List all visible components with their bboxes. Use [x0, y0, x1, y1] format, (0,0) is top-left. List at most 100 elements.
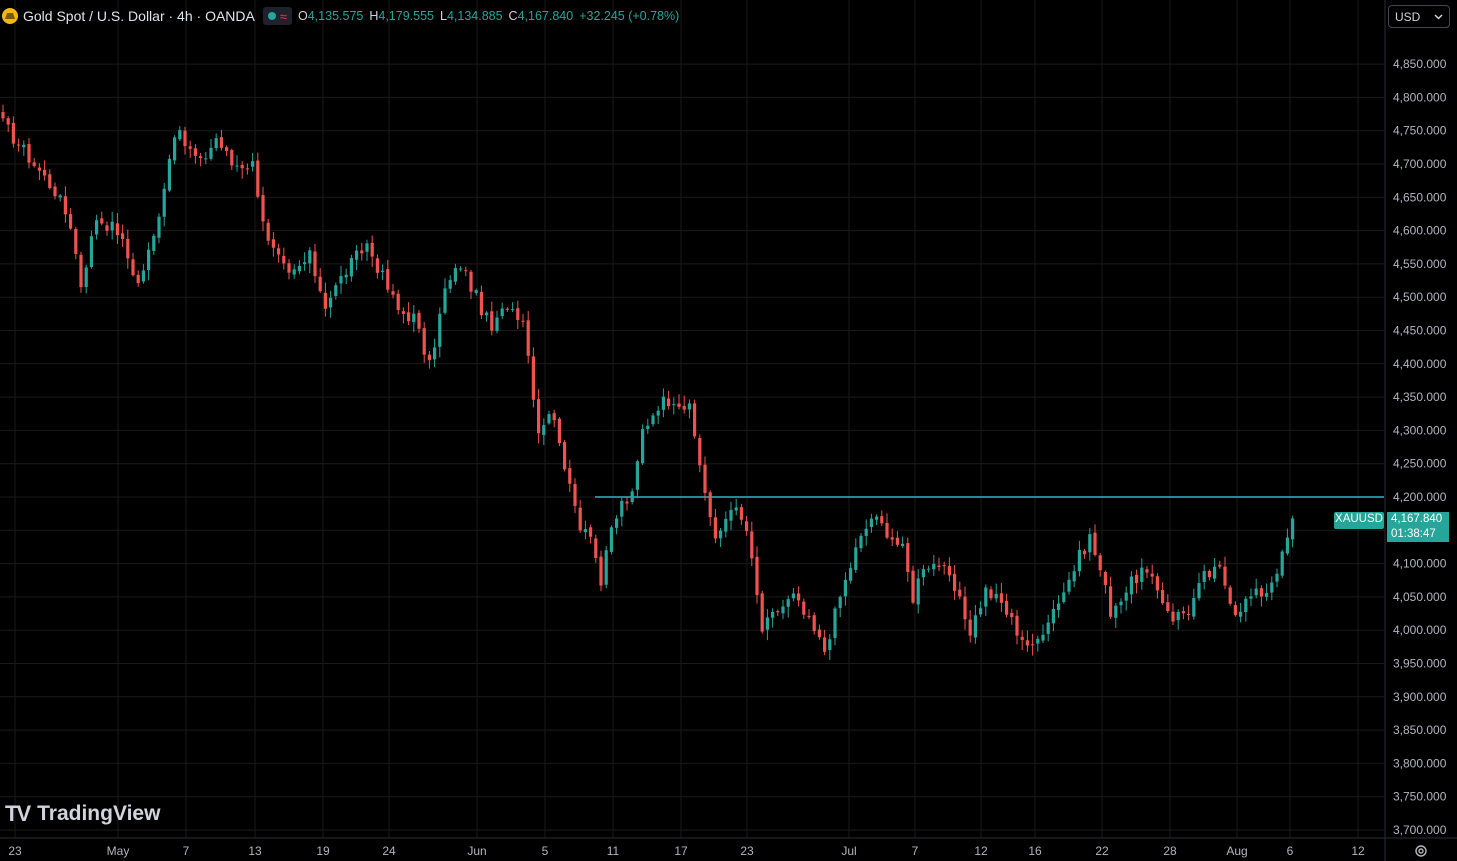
ohlc-close: C4,167.840: [508, 9, 574, 23]
candle-body: [859, 535, 863, 549]
candle-body: [27, 143, 31, 163]
x-tick-label: 17: [674, 844, 688, 858]
approximate-icon: ≈: [279, 8, 287, 24]
x-tick-label: 16: [1028, 844, 1042, 858]
y-tick-label: 3,700.000: [1393, 823, 1447, 837]
candle-body: [1109, 586, 1113, 617]
candle-body: [786, 599, 790, 607]
candle-body: [849, 568, 853, 581]
candle-body: [942, 565, 946, 567]
candle-body: [381, 270, 385, 273]
candle-body: [635, 461, 639, 490]
candle-body: [157, 216, 161, 238]
candle-body: [609, 527, 613, 552]
candle-body: [869, 518, 873, 527]
candle-body: [448, 280, 452, 289]
candle-body: [531, 356, 535, 400]
candle-body: [677, 403, 681, 407]
candle-body: [412, 313, 416, 323]
candle-body: [999, 593, 1003, 603]
y-tick-label: 4,450.000: [1393, 324, 1447, 338]
candle-body: [505, 308, 509, 310]
y-tick-label: 4,400.000: [1393, 357, 1447, 371]
candle-body: [277, 248, 281, 255]
candle-body: [1228, 587, 1232, 604]
candle-body: [126, 238, 130, 259]
symbol-title[interactable]: Gold Spot / U.S. Dollar · 4h · OANDA: [23, 8, 255, 24]
candle-body: [594, 538, 598, 558]
candle-body: [563, 442, 567, 470]
candle-body: [500, 308, 504, 317]
candle-body: [349, 257, 353, 277]
gear-icon[interactable]: [1413, 843, 1429, 859]
candle-body: [620, 500, 624, 517]
candle-body: [17, 144, 21, 146]
x-tick-label: 22: [1095, 844, 1109, 858]
candle-body: [604, 550, 608, 585]
candle-body: [225, 147, 229, 151]
candle-body: [422, 328, 426, 355]
candle-body: [1046, 622, 1050, 634]
candle-body: [58, 195, 62, 198]
candle-body: [542, 425, 546, 436]
candle-body: [417, 312, 421, 329]
candle-body: [1171, 611, 1175, 622]
candle-body: [1176, 611, 1180, 621]
candle-body: [625, 501, 629, 504]
candle-body: [318, 276, 322, 292]
candle-body: [552, 413, 556, 421]
market-status[interactable]: ≈: [262, 7, 292, 25]
candle-body: [864, 528, 868, 536]
currency-selector[interactable]: USD: [1388, 5, 1450, 28]
candle-body: [906, 543, 910, 572]
x-tick-label: 19: [316, 844, 330, 858]
candle-body: [313, 251, 317, 277]
tradingview-logo[interactable]: TV TradingView: [5, 801, 160, 827]
price-change: +32.245 (+0.78%): [579, 9, 680, 23]
candle-body: [141, 270, 145, 282]
candle-body: [656, 410, 660, 416]
candle-body: [984, 587, 988, 607]
y-tick-label: 4,700.000: [1393, 157, 1447, 171]
candle-body: [719, 530, 723, 539]
candle-body: [750, 531, 754, 559]
candle-body: [1249, 596, 1253, 599]
candle-body: [1244, 598, 1248, 613]
candle-body: [713, 517, 717, 539]
candle-body: [245, 168, 249, 170]
candle-body: [724, 518, 728, 532]
candle-body: [121, 233, 125, 240]
candle-body: [433, 347, 437, 360]
bar-countdown: 01:38:47: [1391, 528, 1436, 540]
candle-body: [599, 556, 603, 586]
x-tick-label: 23: [740, 844, 754, 858]
candle-body: [573, 484, 577, 506]
candle-body: [1067, 579, 1071, 592]
candle-body: [48, 174, 52, 188]
candle-body: [937, 565, 941, 568]
candle-body: [1223, 566, 1227, 586]
candle-body: [271, 239, 275, 248]
x-tick-label: May: [107, 844, 130, 858]
candle-body: [781, 606, 785, 614]
tradingview-logo-mark: TV: [5, 801, 31, 826]
candle-body: [729, 509, 733, 521]
x-tick-label: 24: [382, 844, 396, 858]
candle-body: [323, 292, 327, 309]
candle-body: [568, 468, 572, 484]
candle-body: [230, 150, 234, 166]
candle-body: [173, 137, 177, 161]
candle-body: [256, 160, 260, 197]
candle-body: [115, 223, 119, 236]
y-tick-label: 4,500.000: [1393, 290, 1447, 304]
candle-body: [1233, 605, 1237, 616]
candle-body: [521, 320, 525, 322]
candle-body: [739, 507, 743, 520]
candle-body: [209, 147, 213, 159]
candle-body: [828, 639, 832, 651]
candle-body: [1207, 570, 1211, 578]
y-tick-label: 4,200.000: [1393, 490, 1447, 504]
last-price-value: 4,167.840: [1391, 513, 1443, 525]
candle-body: [734, 507, 738, 511]
